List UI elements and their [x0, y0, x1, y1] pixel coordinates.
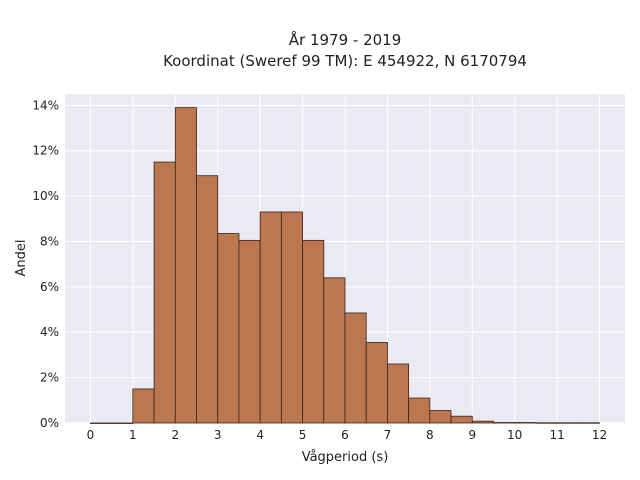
y-tick-label: 8%: [40, 234, 59, 248]
histogram-bar: [535, 422, 558, 424]
histogram-bar: [429, 410, 452, 424]
histogram-bar: [387, 363, 410, 424]
y-tick-label: 0%: [40, 416, 59, 430]
chart-title-line2: Koordinat (Sweref 99 TM): E 454922, N 61…: [163, 52, 527, 70]
y-tick-label: 12%: [32, 144, 59, 158]
histogram-bar: [408, 397, 431, 424]
x-tick-label: 2: [171, 428, 179, 442]
histogram-bar: [577, 422, 600, 424]
histogram-bar: [217, 233, 240, 424]
histogram-bar: [556, 422, 579, 424]
y-axis-label: Andel: [14, 240, 29, 277]
x-tick-label: 0: [87, 428, 95, 442]
bars-group: [90, 107, 600, 424]
histogram-bar: [471, 420, 494, 424]
y-tick-label: 6%: [40, 280, 59, 294]
x-tick-label: 1: [129, 428, 137, 442]
histogram-bar: [259, 211, 282, 424]
histogram-bar: [174, 107, 197, 424]
x-tick-label: 12: [592, 428, 607, 442]
histogram-bar: [280, 211, 303, 424]
histogram-bar: [111, 422, 134, 424]
x-tick-label: 6: [341, 428, 349, 442]
x-tick-label: 3: [214, 428, 222, 442]
histogram-bar: [90, 422, 113, 424]
histogram-bar: [365, 342, 388, 424]
histogram-bar: [153, 161, 176, 424]
histogram-bar: [302, 239, 325, 424]
y-axis-ticks: 0% 2% 4% 6% 8% 10% 12% 14%: [32, 98, 59, 430]
x-tick-label: 7: [384, 428, 392, 442]
y-tick-label: 4%: [40, 325, 59, 339]
histogram-bar: [514, 422, 537, 424]
x-tick-label: 9: [468, 428, 476, 442]
x-tick-label: 11: [549, 428, 564, 442]
histogram-bar: [196, 175, 219, 424]
x-tick-label: 5: [299, 428, 307, 442]
histogram-bar: [493, 422, 516, 424]
x-tick-label: 4: [256, 428, 264, 442]
histogram-bar: [238, 239, 261, 424]
histogram-bar: [132, 388, 155, 424]
y-tick-label: 10%: [32, 189, 59, 203]
chart-title-line1: År 1979 - 2019: [289, 30, 402, 49]
y-tick-label: 14%: [32, 98, 59, 112]
x-axis-label: Vågperiod (s): [302, 450, 389, 465]
y-tick-label: 2%: [40, 371, 59, 385]
x-tick-label: 8: [426, 428, 434, 442]
x-tick-label: 10: [507, 428, 522, 442]
histogram-bar: [450, 415, 473, 424]
histogram-bar: [323, 277, 346, 424]
x-axis-ticks: 0 1 2 3 4 5 6 7 8 9 10 11 12: [87, 428, 608, 442]
histogram-bar: [344, 312, 367, 424]
